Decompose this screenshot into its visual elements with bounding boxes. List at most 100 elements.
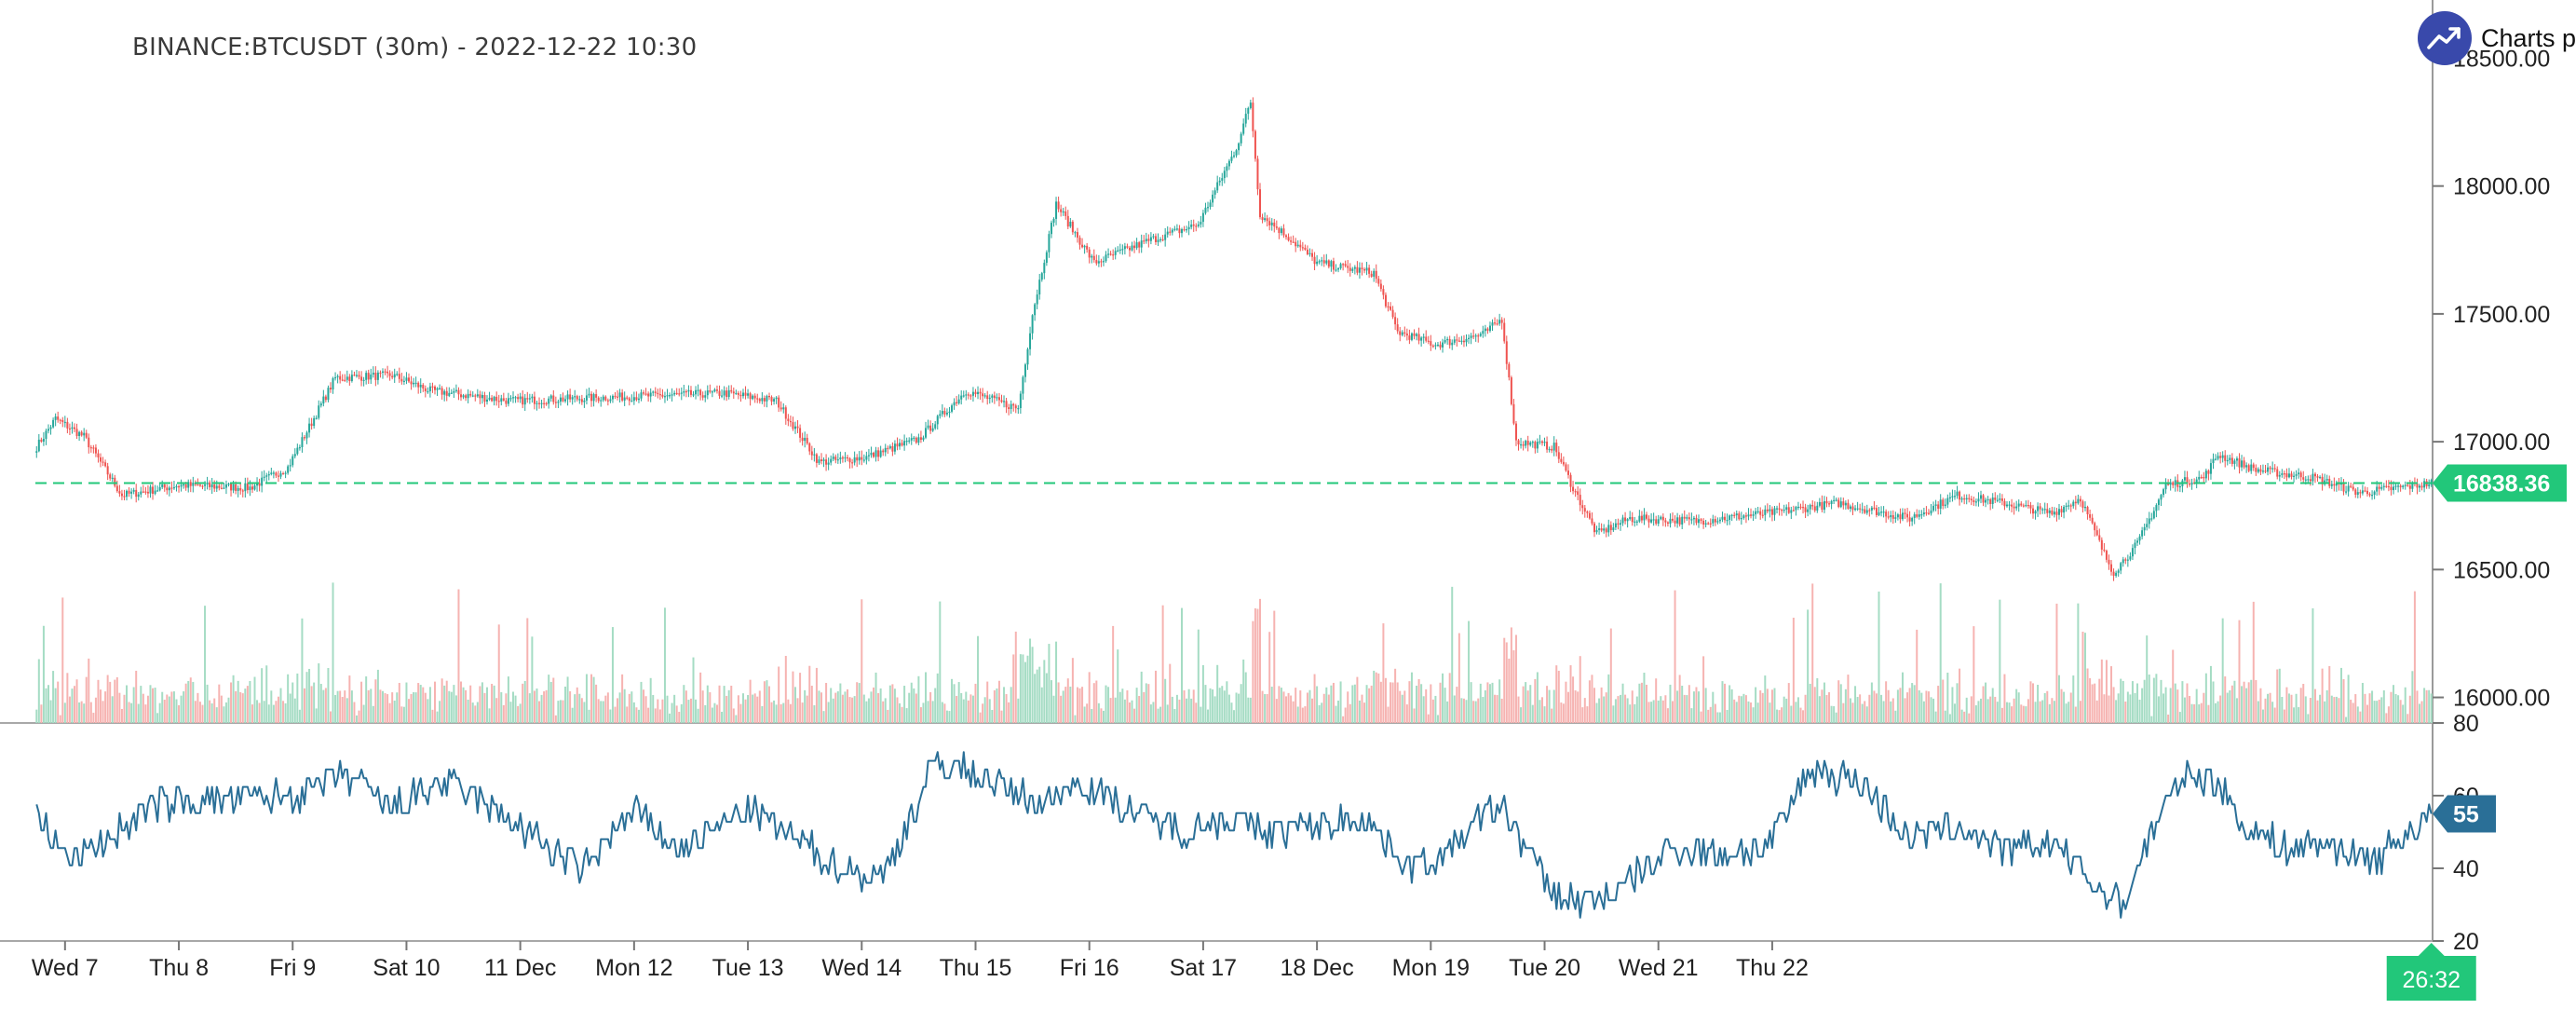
volume-bar — [1353, 684, 1356, 723]
candle-body — [977, 391, 980, 395]
volume-bar — [2150, 716, 2153, 723]
candle-body — [2259, 469, 2262, 472]
countdown-badge-bg — [2386, 943, 2476, 1001]
volume-bar — [422, 687, 425, 723]
candle-body — [713, 389, 716, 392]
brand-badge[interactable]: Charts p — [2418, 9, 2576, 67]
volume-bar — [74, 686, 76, 723]
volume-bar — [1707, 709, 1710, 723]
candle-body — [284, 472, 287, 474]
volume-bar — [1583, 698, 1586, 723]
volume-bar — [322, 689, 325, 723]
candle-body — [1486, 328, 1489, 332]
volume-bar — [78, 702, 81, 723]
volume-bar — [2043, 692, 2046, 723]
candle-body — [1698, 519, 1701, 524]
volume-bar — [1790, 705, 1793, 723]
volume-bar — [1842, 702, 1845, 723]
candle-body — [85, 432, 88, 438]
candle-body — [2160, 495, 2162, 500]
volume-bar — [1218, 688, 1221, 723]
candle-body — [52, 419, 55, 428]
volume-bar — [365, 676, 368, 723]
candle-body — [1273, 222, 1276, 227]
candle-body — [640, 392, 643, 399]
candle-body — [1830, 500, 1833, 505]
candle-body — [1088, 249, 1091, 258]
volume-bar — [669, 713, 671, 723]
candle-body — [1804, 507, 1807, 512]
volume-bar — [92, 713, 95, 723]
volume-bar — [801, 702, 804, 723]
volume-bar — [1503, 637, 1506, 723]
volume-bar — [844, 691, 847, 723]
volume-bar — [1442, 673, 1444, 723]
candle-body — [413, 382, 415, 385]
candle-body — [2229, 457, 2231, 460]
volume-bar — [2081, 631, 2084, 723]
volume-bar — [293, 698, 296, 723]
volume-bar — [2174, 683, 2176, 723]
candle-body — [2186, 477, 2189, 484]
volume-bar — [1930, 697, 1932, 723]
volume-bar — [1273, 610, 1276, 723]
volume-bar — [1247, 697, 1250, 723]
candle-body — [140, 491, 142, 495]
volume-bar — [2020, 704, 2023, 723]
volume-bar — [1661, 700, 1664, 723]
volume-bar — [1456, 687, 1458, 723]
volume-bar — [1425, 689, 1428, 723]
candle-body — [1646, 514, 1648, 519]
candle-body — [836, 459, 839, 461]
volume-bar — [1052, 695, 1055, 723]
candle-body — [1301, 247, 1304, 249]
volume-bar — [230, 682, 233, 723]
volume-bar — [2413, 591, 2416, 723]
last-price-badge: 16838.36 — [2433, 464, 2567, 502]
volume-bar — [1256, 608, 1259, 723]
volume-bar — [557, 701, 560, 723]
candle-body — [618, 392, 621, 398]
candle-body — [1591, 518, 1593, 524]
candle-body — [533, 396, 536, 404]
volume-bar — [761, 705, 764, 723]
volume-bar — [318, 662, 320, 723]
candle-body — [434, 386, 436, 390]
candle-body — [483, 394, 486, 402]
candle-body — [1802, 507, 1805, 509]
candle-body — [853, 457, 856, 463]
price-axis-ticks: 16000.0016500.0017000.0017500.0018000.00… — [2433, 46, 2550, 712]
candle-body — [2428, 484, 2431, 486]
volume-bar — [609, 709, 612, 723]
candle-body — [184, 484, 187, 488]
volume-bar — [2112, 687, 2115, 723]
volume-bar — [502, 704, 505, 723]
candle-body — [1629, 516, 1632, 520]
candle-body — [721, 395, 724, 397]
candle-body — [1468, 337, 1471, 339]
candle-body — [1681, 516, 1684, 525]
volume-bar — [1457, 633, 1460, 723]
volume-bar — [2015, 689, 2018, 723]
candle-body — [1539, 441, 1541, 443]
candle-body — [996, 397, 998, 399]
volume-bar — [2209, 665, 2212, 723]
candle-body — [443, 390, 446, 395]
candle-body — [953, 402, 956, 406]
candle-body — [1017, 408, 1020, 410]
volume-bar — [756, 696, 759, 723]
volume-bar — [1655, 678, 1658, 723]
candle-body — [725, 390, 728, 398]
volume-bar — [1050, 680, 1052, 723]
candle-body — [1986, 498, 1989, 501]
candle-body — [1038, 280, 1041, 295]
candle-body — [1759, 511, 1762, 515]
candle-body — [1683, 516, 1686, 519]
candle-body — [1330, 261, 1333, 267]
candle-body — [47, 429, 50, 431]
volume-bar — [903, 686, 906, 723]
volume-bar — [1557, 670, 1560, 723]
volume-bar — [2338, 698, 2340, 723]
volume-bar — [1190, 698, 1193, 723]
